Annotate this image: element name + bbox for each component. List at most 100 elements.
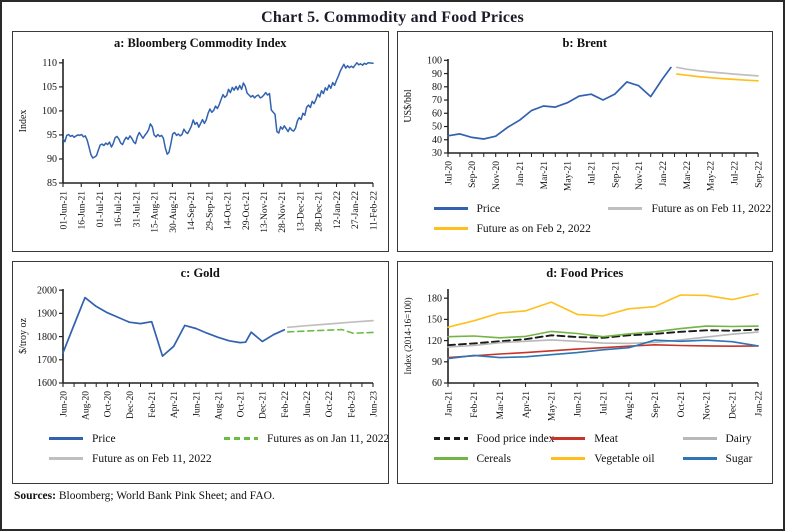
svg-text:Apr-21: Apr-21 xyxy=(170,391,180,418)
svg-text:95: 95 xyxy=(47,130,57,141)
svg-text:Mar-21: Mar-21 xyxy=(496,391,506,420)
legend-label: Meat xyxy=(594,432,618,445)
svg-text:31-Jul-21: 31-Jul-21 xyxy=(132,191,142,228)
panel-c-title: c: Gold xyxy=(180,266,220,280)
svg-text:$/troy oz: $/troy oz xyxy=(18,318,29,354)
legend-line-swatch xyxy=(433,227,468,230)
svg-text:Dec-21: Dec-21 xyxy=(259,391,269,419)
svg-text:16-Jun-21: 16-Jun-21 xyxy=(78,191,88,230)
svg-text:Jul-21: Jul-21 xyxy=(587,161,597,185)
svg-text:40: 40 xyxy=(432,135,442,146)
legend-item: Futures as on Jan 11, 2022 xyxy=(223,432,388,445)
svg-text:13-Dec-21: 13-Dec-21 xyxy=(296,191,306,232)
legend-line-swatch xyxy=(223,437,258,440)
chart-b-legend: Price Future as on Feb 11, 2022 Future as … xyxy=(433,202,772,235)
legend-line-swatch xyxy=(682,457,717,460)
figure-title: Chart 5. Commodity and Food Prices xyxy=(261,9,524,26)
legend-item: Future as on Feb 2, 2022 xyxy=(433,222,609,235)
legend-line-swatch xyxy=(551,437,586,440)
legend-item: Price xyxy=(433,202,609,215)
panel-a-bloomberg-commodity-index: a: Bloomberg Commodity Index 85 90 95 100 10… xyxy=(12,31,389,252)
svg-text:Sep-20: Sep-20 xyxy=(468,161,478,188)
sources-label: Sources: xyxy=(14,490,56,502)
svg-text:Aug-20: Aug-20 xyxy=(82,391,92,420)
svg-text:Index: Index xyxy=(18,110,29,133)
legend-label: Cereals xyxy=(476,452,511,465)
chart-b-brent: 30 40 50 60 70 80 90 100 US$/bbl Jul-20 Sep-20 Nov-… xyxy=(400,51,772,235)
svg-text:Nov-20: Nov-20 xyxy=(492,161,502,190)
legend-item: Sugar xyxy=(682,452,770,465)
svg-text:1800: 1800 xyxy=(37,332,57,343)
legend-item: Future as on Feb 11, 2022 xyxy=(49,452,224,465)
svg-text:180: 180 xyxy=(427,293,442,304)
legend-line-swatch xyxy=(433,457,468,460)
panels-grid: a: Bloomberg Commodity Index 85 90 95 100 10… xyxy=(12,31,773,484)
svg-text:Jan-21: Jan-21 xyxy=(444,391,454,417)
legend-line-swatch xyxy=(551,457,586,460)
svg-text:Oct-20: Oct-20 xyxy=(104,391,114,418)
svg-text:Sep-21: Sep-21 xyxy=(651,391,661,418)
chart-d-food-prices: 60 90 120 150 180 Index (2014-16=100) Jan-21 Fe… xyxy=(400,281,771,465)
svg-text:Feb-21: Feb-21 xyxy=(148,391,158,418)
svg-text:1700: 1700 xyxy=(37,355,57,366)
panel-b-brent: b: Brent 30 40 50 60 70 80 90 100 US$/bbl Jul-20 S… xyxy=(396,31,773,252)
svg-text:60: 60 xyxy=(432,378,442,389)
svg-text:Jun-21: Jun-21 xyxy=(573,391,583,417)
svg-text:Dec-20: Dec-20 xyxy=(126,391,136,419)
legend-item: Vegetable oil xyxy=(551,452,682,465)
svg-text:Jan-22: Jan-22 xyxy=(754,391,764,417)
legend-item: Meat xyxy=(551,432,682,445)
svg-text:120: 120 xyxy=(427,336,442,347)
svg-text:Nov-21: Nov-21 xyxy=(635,161,645,190)
panel-b-title: b: Brent xyxy=(562,36,608,50)
svg-text:85: 85 xyxy=(47,178,57,189)
svg-text:1600: 1600 xyxy=(37,378,57,389)
svg-text:2000: 2000 xyxy=(37,285,57,296)
svg-text:Oct-22: Oct-22 xyxy=(325,391,335,418)
svg-text:13-Nov-21: 13-Nov-21 xyxy=(260,191,270,233)
panel-a-title: a: Bloomberg Commodity Index xyxy=(113,36,287,50)
legend-line-swatch xyxy=(433,437,468,440)
chart-d-plot: 60 90 120 150 180 Index (2014-16=100) Jan-21 Fe… xyxy=(403,289,764,421)
svg-text:29-Sep-21: 29-Sep-21 xyxy=(205,191,215,231)
legend-label: Future as on Feb 11, 2022 xyxy=(651,202,772,215)
svg-text:15-Aug-21: 15-Aug-21 xyxy=(151,191,161,233)
svg-text:110: 110 xyxy=(42,58,57,69)
legend-item: Dairy xyxy=(682,432,770,445)
svg-text:Mar-21: Mar-21 xyxy=(539,161,549,190)
svg-text:Aug-21: Aug-21 xyxy=(214,391,224,420)
svg-text:100: 100 xyxy=(42,106,57,117)
svg-text:Jun-23: Jun-23 xyxy=(369,391,379,417)
svg-text:Feb-22: Feb-22 xyxy=(281,391,291,418)
svg-text:150: 150 xyxy=(427,315,442,326)
svg-text:29-Oct-21: 29-Oct-21 xyxy=(242,191,252,230)
svg-text:01-Jun-21: 01-Jun-21 xyxy=(59,191,69,230)
svg-text:60: 60 xyxy=(432,108,442,119)
legend-line-swatch xyxy=(608,207,643,210)
chart-a-bloomberg-commodity-index: 85 90 95 100 105 110 Index 01-Jun-21 16-Jun-21 01… xyxy=(15,51,386,247)
svg-text:27-Jan-22: 27-Jan-22 xyxy=(351,191,361,229)
legend-label: Food price index xyxy=(476,432,555,445)
svg-text:12-Jan-22: 12-Jan-22 xyxy=(333,191,343,229)
svg-text:Index (2014-16=100): Index (2014-16=100) xyxy=(403,297,413,374)
svg-text:Jan-22: Jan-22 xyxy=(659,161,669,187)
svg-text:01-Jul-21: 01-Jul-21 xyxy=(96,191,106,228)
legend-line-swatch xyxy=(682,437,717,440)
svg-text:16-Jul-21: 16-Jul-21 xyxy=(114,191,124,228)
svg-text:28-Dec-21: 28-Dec-21 xyxy=(315,191,325,232)
legend-item: Future as on Feb 11, 2022 xyxy=(608,202,772,215)
legend-label: Future as on Feb 11, 2022 xyxy=(92,452,212,465)
sources-text: Bloomberg; World Bank Pink Sheet; and FA… xyxy=(55,490,275,502)
chart-c-legend: Price Futures as on Jan 11, 2022 Future as… xyxy=(49,432,388,465)
svg-text:90: 90 xyxy=(432,69,442,80)
svg-text:90: 90 xyxy=(432,357,442,368)
svg-text:Jun-21: Jun-21 xyxy=(192,391,202,417)
svg-text:Oct-21: Oct-21 xyxy=(237,391,247,418)
panel-d-food-prices: d: Food Prices 60 90 120 150 180 Index (2014-… xyxy=(396,261,773,484)
svg-text:11-Feb-22: 11-Feb-22 xyxy=(369,191,379,230)
svg-text:Apr-21: Apr-21 xyxy=(521,391,531,418)
legend-label: Price xyxy=(476,202,501,215)
svg-text:105: 105 xyxy=(42,82,57,93)
svg-text:US$/bbl: US$/bbl xyxy=(403,89,414,123)
legend-item: Food price index xyxy=(433,432,555,445)
